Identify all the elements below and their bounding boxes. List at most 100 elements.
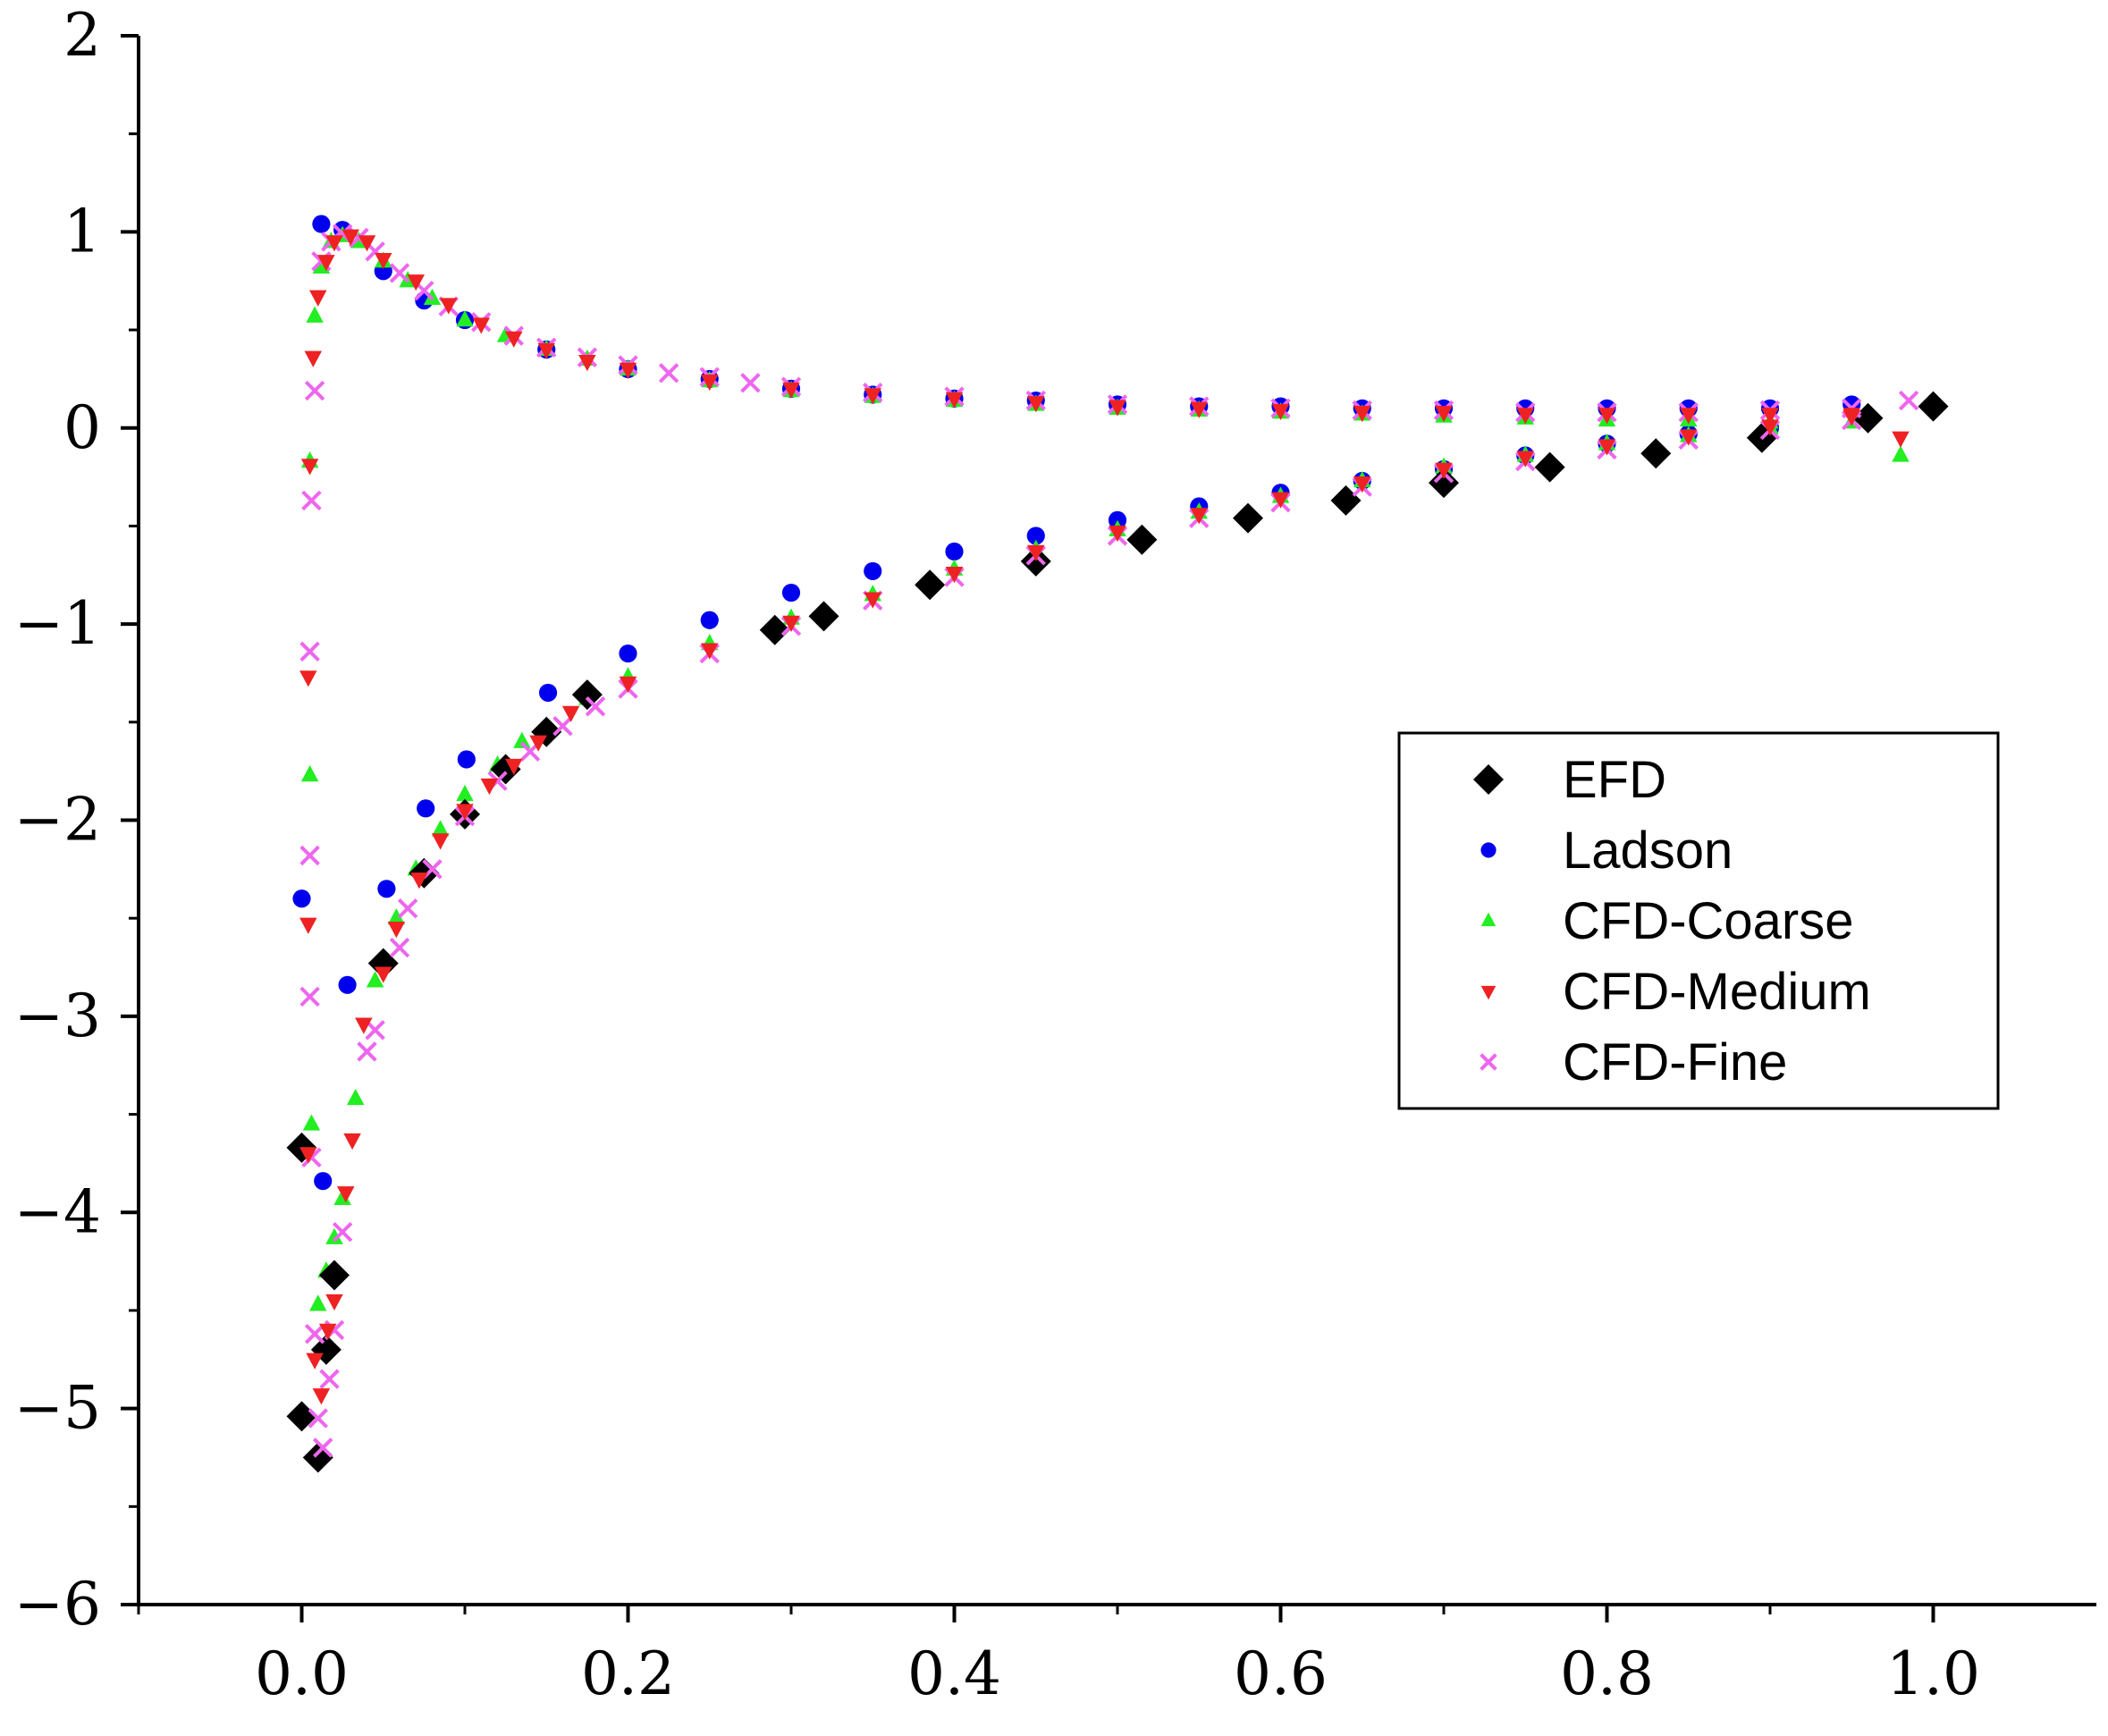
series-cfd-medium	[299, 229, 1910, 1405]
point-cfd-medium	[1680, 429, 1698, 446]
y-tick-label: −6	[14, 1570, 101, 1639]
point-cfd-medium	[355, 1017, 373, 1034]
point-cfd-fine	[299, 986, 320, 1007]
y-tick-label: −5	[14, 1374, 101, 1443]
point-cfd-medium	[472, 317, 490, 334]
point-cfd-medium	[309, 290, 327, 307]
point-cfd-medium	[1353, 476, 1371, 493]
legend-marker-ladson	[1480, 842, 1497, 858]
point-cfd-medium	[1598, 408, 1616, 425]
point-cfd-coarse	[300, 764, 319, 782]
point-efd	[1126, 524, 1158, 555]
legend-marker-cfd-fine	[1480, 1053, 1497, 1071]
point-cfd-coarse	[431, 820, 450, 837]
point-cfd-coarse	[309, 1294, 327, 1311]
point-efd	[286, 1401, 317, 1432]
point-cfd-coarse	[513, 731, 531, 748]
legend-label-cfd-medium: CFD-Medium	[1563, 963, 1871, 1021]
point-cfd-coarse	[456, 310, 474, 327]
x-tick-label: 1.0	[1886, 1639, 1980, 1708]
point-cfd-fine	[740, 373, 761, 393]
point-cfd-medium	[343, 1133, 361, 1150]
point-efd	[302, 1442, 333, 1473]
y-tick-label: 1	[63, 197, 101, 265]
point-cfd-medium	[431, 833, 450, 850]
point-cfd-coarse	[1892, 445, 1910, 462]
point-cfd-medium	[1761, 419, 1779, 436]
point-cfd-fine	[332, 1221, 353, 1243]
point-cfd-medium	[1271, 492, 1290, 509]
point-cfd-medium	[299, 1147, 317, 1164]
point-cfd-medium	[619, 362, 637, 379]
point-cfd-medium	[701, 643, 719, 660]
point-cfd-medium	[782, 615, 800, 632]
point-efd	[1534, 451, 1565, 483]
point-cfd-fine	[658, 363, 679, 383]
point-cfd-fine	[585, 696, 606, 717]
point-cfd-medium	[945, 566, 964, 584]
y-tick-label: −1	[14, 589, 101, 658]
legend-label-efd: EFD	[1563, 751, 1666, 809]
point-efd	[1640, 438, 1672, 469]
legend-label-cfd-coarse: CFD-Coarse	[1563, 892, 1854, 950]
point-cfd-fine	[299, 641, 320, 662]
point-cfd-medium	[410, 872, 428, 889]
point-cfd-medium	[782, 382, 800, 399]
point-cfd-medium	[578, 355, 596, 372]
point-ladson	[457, 750, 476, 769]
point-efd	[915, 569, 946, 601]
point-ladson	[864, 561, 882, 580]
point-efd	[1330, 485, 1362, 516]
point-efd	[319, 1260, 350, 1291]
y-tick-label: −2	[14, 786, 101, 855]
point-cfd-medium	[325, 235, 343, 252]
y-tick-label: −4	[14, 1177, 101, 1246]
point-cfd-fine	[389, 263, 410, 283]
x-tick-label: 0.0	[255, 1639, 349, 1708]
chart-legend: EFD Ladson CFD-Coarse CFD-Medium CFD-Fine	[1397, 731, 2000, 1110]
point-cfd-medium	[529, 735, 547, 752]
point-efd	[759, 614, 790, 645]
point-cfd-medium	[1027, 544, 1045, 562]
point-cfd-medium	[505, 758, 523, 776]
point-cfd-fine	[397, 898, 418, 919]
point-ladson	[700, 611, 719, 629]
point-cfd-fine	[552, 715, 573, 737]
legend-marker-cfd-coarse	[1480, 912, 1497, 927]
point-cfd-fine	[389, 937, 410, 958]
point-cfd-medium	[945, 392, 964, 409]
point-cfd-coarse	[325, 1227, 343, 1244]
point-cfd-medium	[1190, 401, 1208, 418]
x-tick-label: 0.8	[1560, 1639, 1654, 1708]
point-ladson	[619, 644, 637, 663]
point-ladson	[312, 215, 331, 233]
point-ladson	[945, 542, 964, 561]
point-cfd-medium	[1109, 400, 1126, 417]
y-tick-label: −3	[14, 982, 101, 1050]
point-cfd-coarse	[456, 784, 474, 802]
point-cfd-medium	[456, 804, 474, 821]
point-cfd-fine	[313, 1437, 333, 1458]
point-cfd-medium	[561, 705, 580, 722]
point-cfd-medium	[341, 229, 359, 246]
legend-label-cfd-fine: CFD-Fine	[1563, 1033, 1787, 1091]
point-cfd-medium	[325, 1294, 343, 1311]
point-cfd-fine	[365, 1020, 385, 1041]
point-cfd-coarse	[346, 1088, 365, 1106]
point-cfd-fine	[304, 380, 325, 401]
point-cfd-fine	[301, 490, 322, 511]
point-cfd-medium	[1516, 451, 1534, 468]
point-cfd-medium	[440, 298, 458, 315]
point-cfd-medium	[300, 459, 319, 476]
point-cfd-medium	[337, 1186, 355, 1203]
point-cfd-medium	[619, 676, 637, 693]
point-cfd-medium	[375, 966, 392, 983]
point-efd	[1233, 502, 1263, 534]
point-cfd-medium	[505, 331, 523, 348]
y-tick-label: 0	[63, 393, 101, 462]
y-tick-label: 2	[63, 1, 101, 70]
x-tick-label: 0.6	[1234, 1639, 1328, 1708]
point-cfd-medium	[312, 1388, 331, 1405]
point-cfd-fine	[299, 845, 320, 866]
